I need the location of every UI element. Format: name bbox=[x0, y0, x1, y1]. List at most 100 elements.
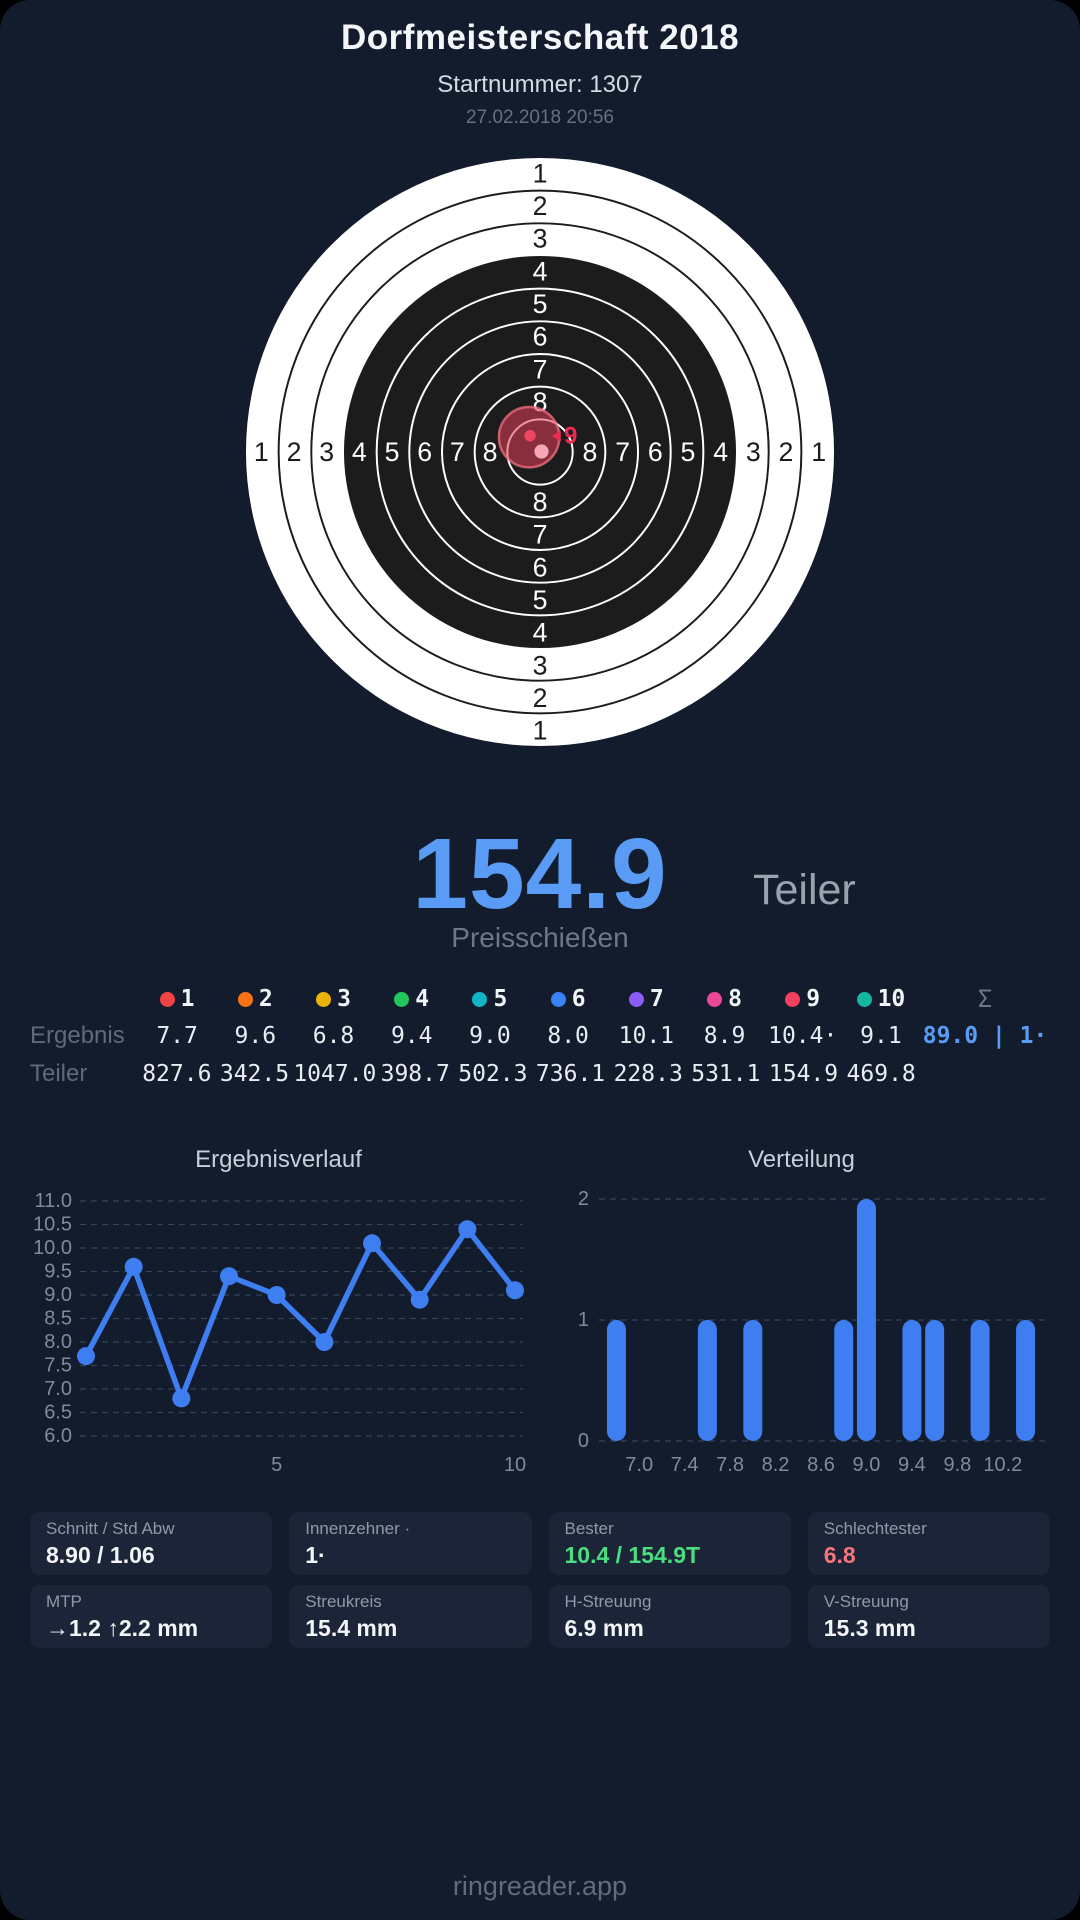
shot-number: 5 bbox=[493, 986, 508, 1012]
histogram-bar bbox=[743, 1320, 763, 1441]
line-chart: 6.0 6.5 7.0 7.5 8.0 8.5 9.0 9.5 10.0 10.5 11.0 5 10 bbox=[28, 1179, 529, 1486]
y-tick-label: 11.0 bbox=[35, 1190, 72, 1212]
histogram-bar bbox=[606, 1320, 626, 1441]
ring-number-label: 1 bbox=[811, 437, 826, 467]
y-tick-label: 9.5 bbox=[44, 1261, 72, 1283]
line-chart-title: Ergebnisverlauf bbox=[195, 1146, 362, 1173]
shot-number: 7 bbox=[649, 986, 664, 1012]
ring-number-label: 6 bbox=[648, 437, 663, 467]
bar-chart-block: Verteilung 0 1 2 7.0 7.4 7.8 8.2 8.6 9.0 9.4 9.8 10… bbox=[551, 1145, 1052, 1486]
y-tick-label: 1 bbox=[578, 1309, 589, 1331]
score-line bbox=[83, 1226, 518, 1402]
sum-column-header: Σ bbox=[920, 985, 1050, 1013]
ergebnis-value: 9.6 bbox=[234, 1023, 277, 1049]
shot-color-dot bbox=[785, 991, 801, 1007]
ring-number-label: 2 bbox=[287, 437, 302, 467]
line-chart-block: Ergebnisverlauf 6.0 6.5 7.0 7.5 8.0 8.5 9.0 9.5… bbox=[28, 1145, 529, 1486]
ergebnis-value: 8.0 bbox=[547, 1023, 589, 1049]
y-tick-label: 9.0 bbox=[44, 1284, 72, 1306]
results-table: 1 2 3 4 5 6 7 8 9 10 Σ Ergebnis 7.7 9.6 6.8 9.4 9.0 8.0 10… bbox=[0, 981, 1080, 1093]
ring-number-label: 3 bbox=[746, 437, 761, 467]
ring-number-label: 5 bbox=[533, 585, 548, 615]
teiler-value: 502.3 bbox=[458, 1061, 528, 1087]
x-tick-label: 9.8 bbox=[943, 1454, 971, 1476]
stat-card: Schlechtester 6.8 bbox=[807, 1512, 1050, 1575]
shot-marker-arrow-icon bbox=[551, 430, 561, 442]
teiler-value: 827.6 bbox=[142, 1061, 212, 1087]
ring-number-label: 7 bbox=[533, 520, 548, 550]
teiler-value: 1047.0 bbox=[293, 1061, 377, 1087]
line-point bbox=[506, 1281, 524, 1300]
start-number: Startnummer: 1307 bbox=[437, 71, 643, 98]
histogram-bar bbox=[1016, 1320, 1036, 1441]
ring-number-label: 6 bbox=[533, 552, 548, 582]
ring-number-label: 8 bbox=[533, 487, 548, 517]
ring-number-label: 7 bbox=[450, 437, 465, 467]
x-tick-label: 7.0 bbox=[625, 1454, 653, 1476]
shot-number: 1 bbox=[180, 986, 195, 1012]
stat-card-value: 1· bbox=[305, 1542, 326, 1568]
stat-card-label: Streukreis bbox=[305, 1592, 382, 1611]
shot-color-dot bbox=[394, 991, 410, 1007]
ergebnis-value: 9.0 bbox=[469, 1023, 511, 1049]
ring-line-inner bbox=[441, 353, 639, 551]
ring-number-label: 4 bbox=[352, 437, 367, 467]
line-point bbox=[267, 1286, 286, 1304]
stat-card-value: 6.8 bbox=[823, 1542, 856, 1568]
stat-card-label: Bester bbox=[564, 1519, 614, 1538]
bar-chart-title: Verteilung bbox=[748, 1146, 855, 1173]
shot-number: 9 bbox=[806, 986, 821, 1012]
ring-number-label: 7 bbox=[533, 354, 548, 384]
results-header-row: 1 2 3 4 5 6 7 8 9 10 Σ bbox=[30, 981, 1050, 1017]
stats-cards: Schnitt / Std Abw 8.90 / 1.06 Innenzehner … bbox=[0, 1512, 1080, 1648]
ring-number-label: 1 bbox=[533, 716, 548, 746]
session-datetime: 27.02.2018 20:56 bbox=[466, 107, 614, 128]
score-unit-label: Teiler bbox=[753, 866, 856, 914]
stat-card-label: V-Streuung bbox=[823, 1592, 909, 1611]
footer-link[interactable]: ringreader.app bbox=[452, 1871, 628, 1901]
line-point bbox=[410, 1290, 429, 1309]
ring-number-label: 6 bbox=[533, 322, 548, 352]
shot-number: 6 bbox=[571, 986, 586, 1012]
y-tick-label: 10.0 bbox=[33, 1237, 72, 1259]
teiler-value: 228.3 bbox=[613, 1061, 683, 1087]
page-title: Dorfmeisterschaft 2018 bbox=[340, 18, 740, 57]
shot-column-header: 10 bbox=[842, 986, 920, 1012]
stat-card-label: Schlechtester bbox=[823, 1519, 927, 1538]
shot-column-header: 9 bbox=[764, 986, 842, 1012]
teiler-value: 342.5 bbox=[219, 1061, 290, 1087]
x-tick-label: 7.8 bbox=[716, 1454, 744, 1476]
line-point bbox=[363, 1234, 381, 1253]
ergebnis-sum-cell: 89.0 | 1· bbox=[920, 1023, 1050, 1049]
stat-card-label: H-Streuung bbox=[564, 1592, 652, 1611]
line-chart-svg: 6.06.57.07.58.08.59.09.510.010.511.0 5 10 bbox=[33, 1190, 526, 1476]
y-tick-label: 7.0 bbox=[44, 1378, 72, 1400]
histogram-bar bbox=[925, 1320, 945, 1441]
shot-column-header: 3 bbox=[294, 986, 372, 1012]
histogram-bar bbox=[856, 1199, 876, 1441]
y-tick-label: 10.5 bbox=[33, 1214, 72, 1236]
y-tick-label: 7.5 bbox=[44, 1355, 72, 1377]
charts-section: Ergebnisverlauf 6.0 6.5 7.0 7.5 8.0 8.5 9.0 9.5… bbox=[0, 1145, 1080, 1486]
y-tick-label: 8.0 bbox=[44, 1331, 72, 1353]
ring-number-label: 8 bbox=[483, 437, 498, 467]
shot-color-dot bbox=[550, 991, 566, 1007]
stat-card-label: Schnitt / Std Abw bbox=[46, 1519, 175, 1538]
shot-column-header: 2 bbox=[216, 986, 294, 1012]
ring-number-label: 6 bbox=[417, 437, 432, 467]
teiler-value: 531.1 bbox=[691, 1061, 761, 1087]
shot-number: 10 bbox=[877, 986, 906, 1012]
ring-number-label: 5 bbox=[385, 437, 400, 467]
stat-card-label: Innenzehner · bbox=[305, 1519, 411, 1538]
ergebnis-value: 9.4 bbox=[390, 1023, 433, 1049]
stat-card: Bester 10.4 / 154.9T bbox=[548, 1512, 791, 1575]
shot-number: 4 bbox=[415, 986, 430, 1012]
stat-card: Schnitt / Std Abw 8.90 / 1.06 bbox=[30, 1512, 273, 1575]
x-tick-label: 10 bbox=[504, 1454, 526, 1476]
ring-line-inner bbox=[408, 320, 672, 584]
line-point bbox=[172, 1389, 191, 1408]
shot-group: 9 bbox=[497, 405, 577, 469]
line-point bbox=[124, 1257, 143, 1276]
